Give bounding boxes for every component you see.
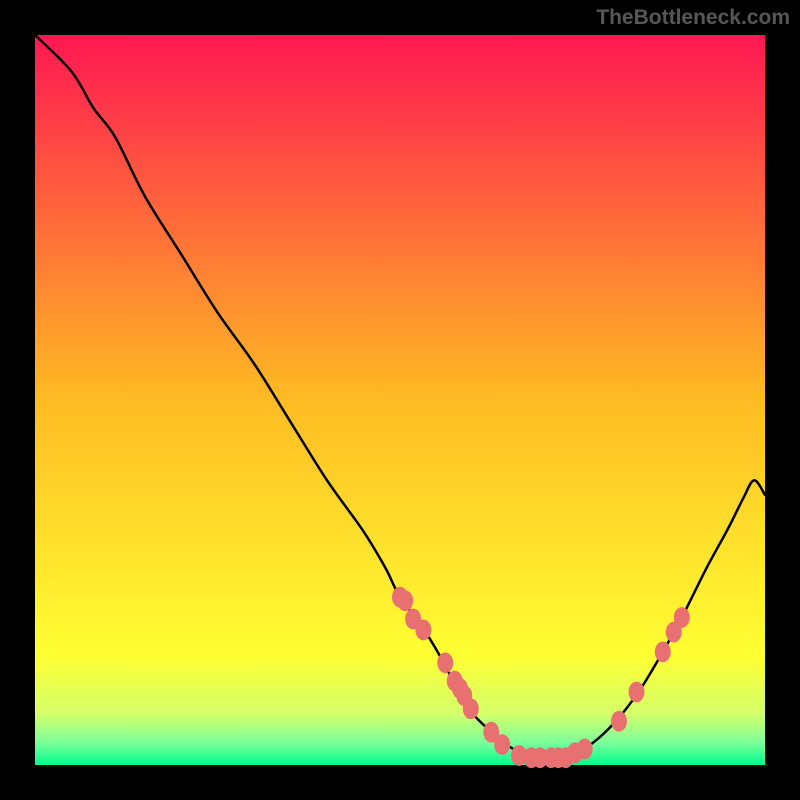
marker-dot xyxy=(629,682,645,703)
marker-dot xyxy=(397,590,413,611)
marker-dot xyxy=(494,734,510,755)
marker-dot xyxy=(577,739,593,760)
marker-dot xyxy=(655,641,671,662)
marker-dot xyxy=(611,711,627,732)
chart-root: TheBottleneck.com xyxy=(0,0,800,800)
chart-svg xyxy=(0,0,800,800)
attribution-label: TheBottleneck.com xyxy=(596,6,790,30)
marker-dot xyxy=(415,620,431,641)
marker-dot xyxy=(463,698,479,719)
marker-dot xyxy=(674,607,690,628)
marker-dot xyxy=(437,652,453,673)
